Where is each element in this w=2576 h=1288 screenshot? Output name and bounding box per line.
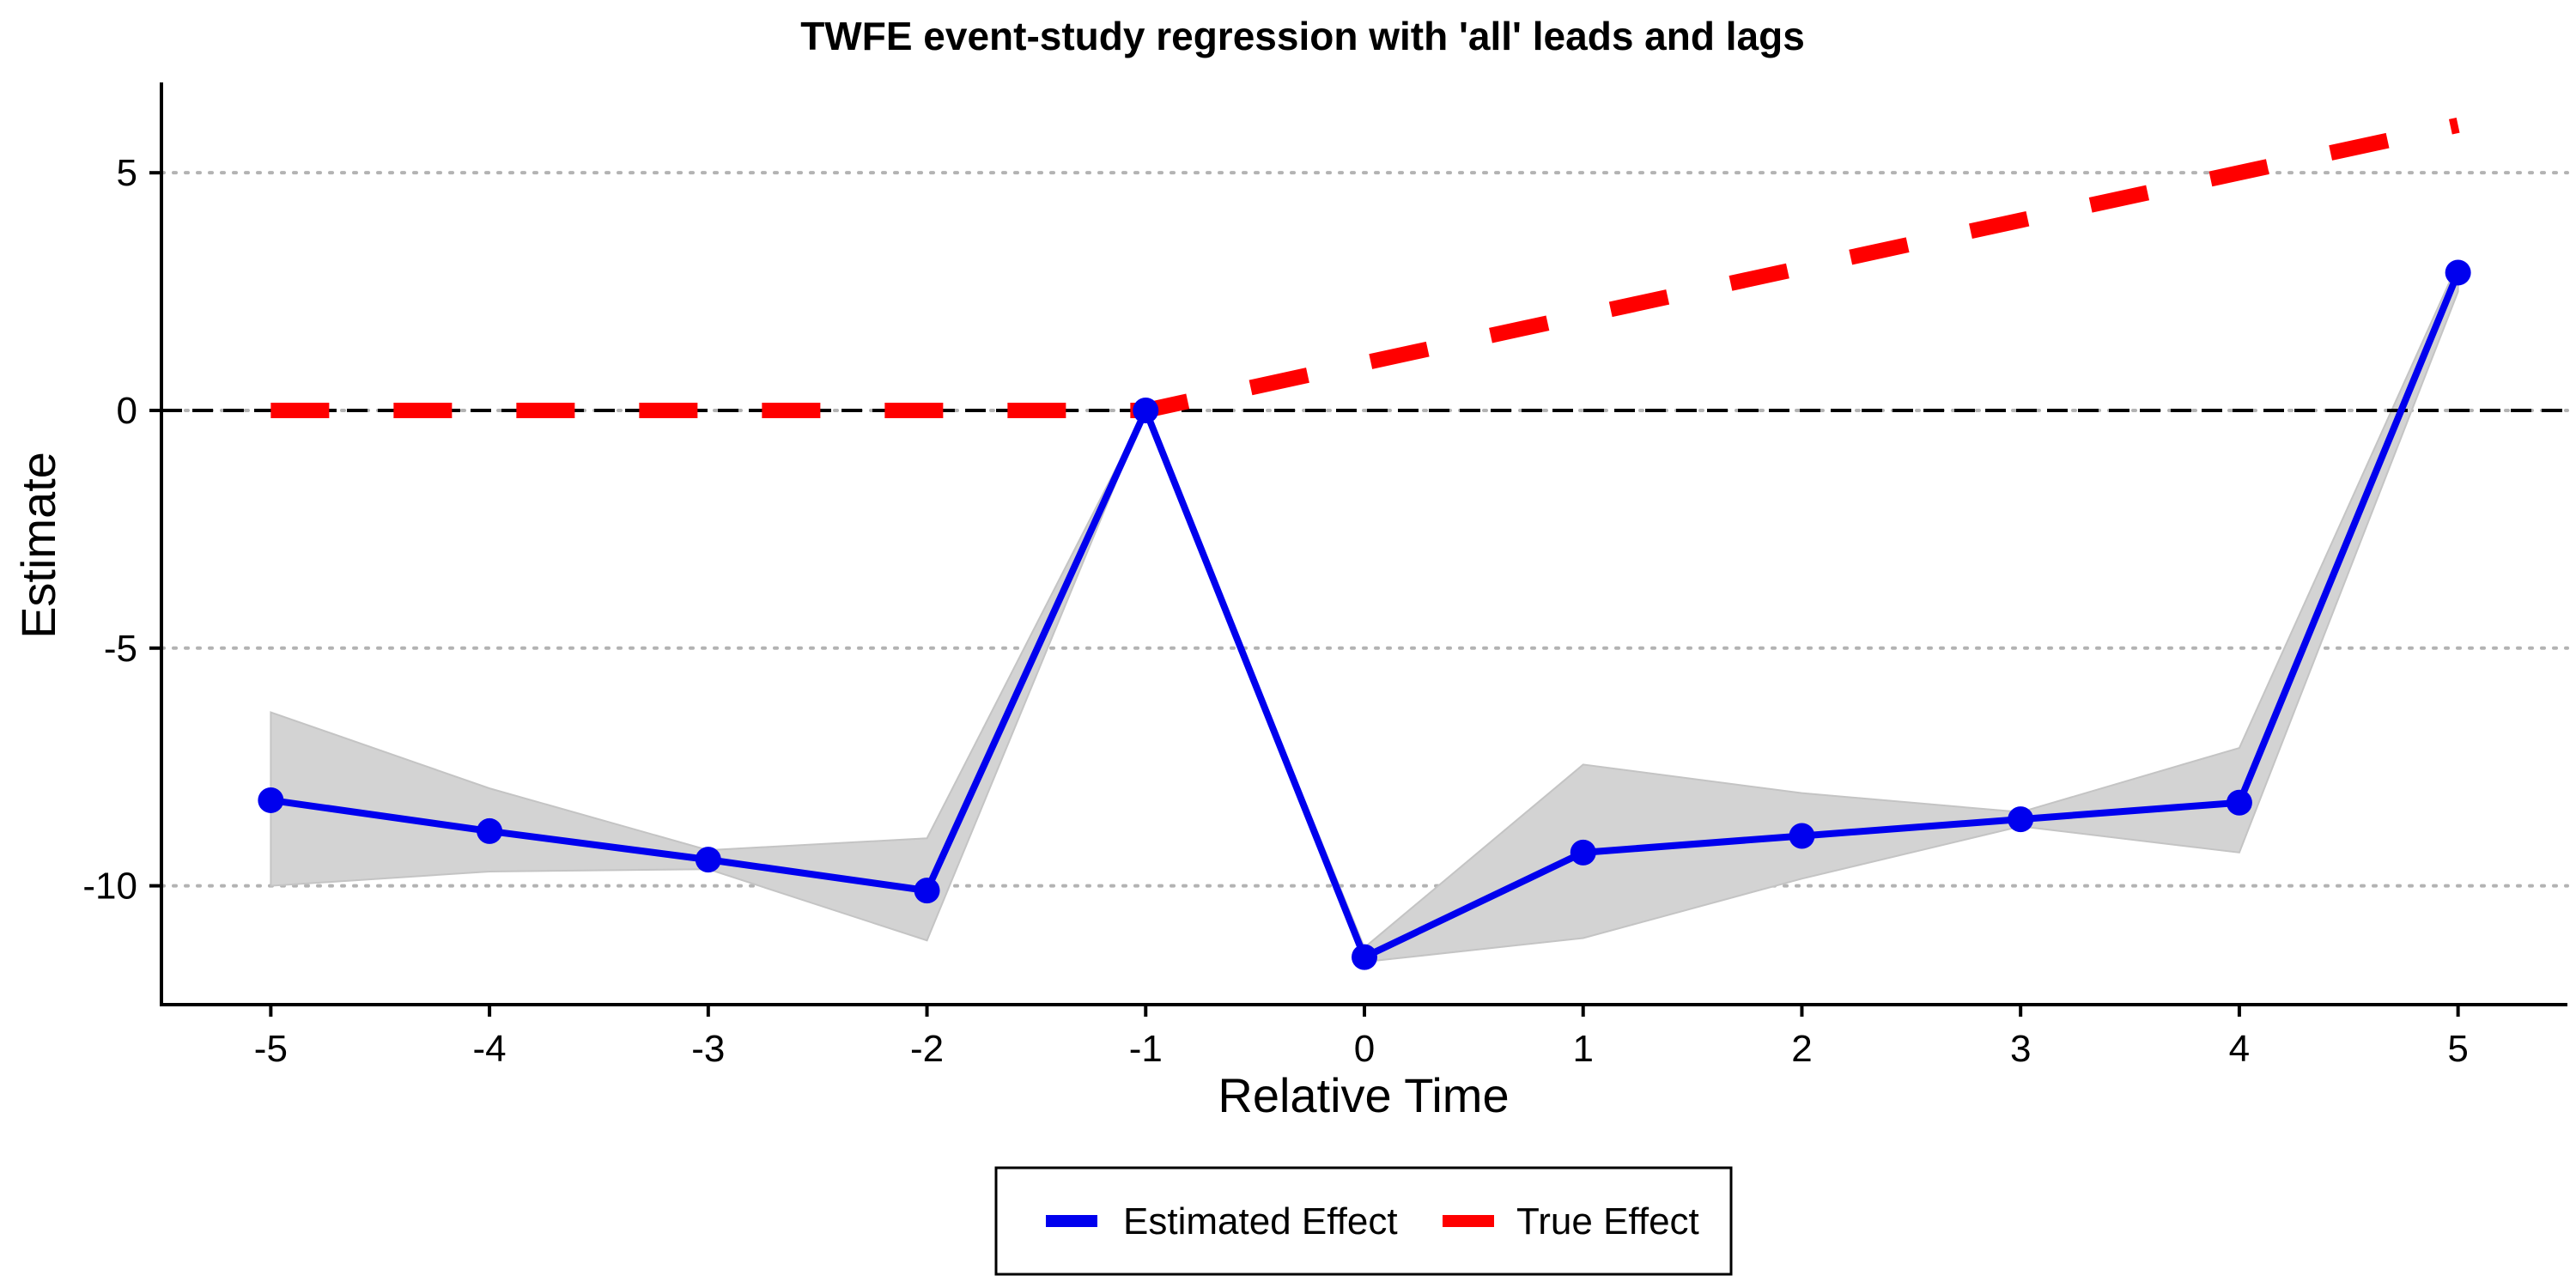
y-axis-title: Estimate [11,452,65,639]
y-tick-label--5: -5 [104,628,137,670]
confidence-bands [270,262,2459,963]
y-tick-label--10: -10 [82,866,137,908]
point-estimated-effect--1 [1133,397,1159,423]
point-estimated-effect--4 [477,817,503,844]
legend-label-estimated-effect: Estimated Effect [1123,1200,1398,1242]
x-tick-label-3: 3 [2010,1028,2031,1070]
point-estimated-effect-5 [2445,259,2471,286]
y-tick-label-5: 5 [117,152,137,194]
x-tick-label--5: -5 [254,1028,288,1070]
x-axis-title: Relative Time [1218,1068,1509,1122]
point-estimated-effect-1 [1570,839,1596,866]
series-true-effect [270,118,2460,418]
x-tick-label-2: 2 [1791,1028,1812,1070]
series-lines [258,118,2471,970]
x-tick-label--2: -2 [910,1028,944,1070]
axes: -5 -4 -3 -2 -1 0 1 2 3 4 550-5-10 [82,82,2567,1070]
x-tick-label--3: -3 [691,1028,725,1070]
x-tick-label-0: 0 [1354,1028,1375,1070]
x-tick-label--4: -4 [473,1028,507,1070]
point-estimated-effect--3 [695,847,721,873]
x-tick-label-5: 5 [2447,1028,2468,1070]
point-estimated-effect--2 [914,878,940,904]
confidence-band-estimated-effect [270,262,2459,963]
legend: Estimated Effect True Effect [994,1166,1733,1276]
x-tick-label-1: 1 [1572,1028,1593,1070]
point-estimated-effect--5 [258,787,284,813]
y-tick-label-0: 0 [117,390,137,432]
legend-label-true-effect: True Effect [1516,1200,1699,1242]
line-true-effect [270,118,2460,418]
chart-title: TWFE event-study regression with 'all' l… [800,14,1805,58]
point-estimated-effect-4 [2226,789,2252,816]
x-tick-label-4: 4 [2229,1028,2250,1070]
point-estimated-effect-2 [1789,823,1815,849]
series-estimated-effect [258,259,2471,970]
legend-box [994,1166,1733,1276]
point-estimated-effect-0 [1352,944,1377,970]
x-tick-label--1: -1 [1129,1028,1163,1070]
point-estimated-effect-3 [2008,806,2034,833]
